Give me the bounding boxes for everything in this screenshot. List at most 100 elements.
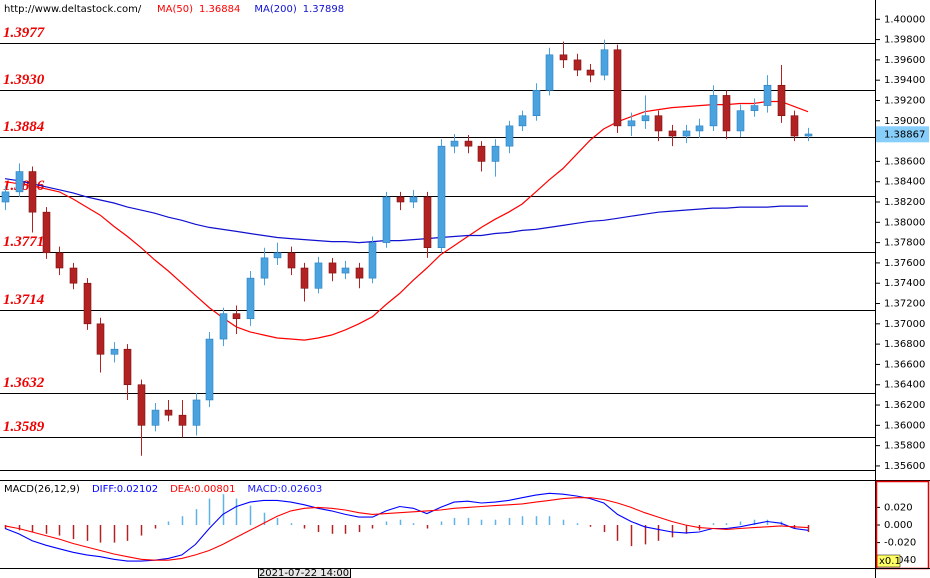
source-url: http://www.deltastock.com/ bbox=[4, 4, 142, 15]
legend-value: 0.02102 bbox=[117, 484, 158, 495]
candle-body bbox=[192, 399, 201, 426]
y-tick-label: 1.38400 bbox=[884, 177, 925, 188]
last-price-label: 1.38867 bbox=[884, 129, 925, 140]
candle-body bbox=[545, 54, 554, 91]
candle-body bbox=[287, 252, 296, 269]
y-tick-label: 1.40000 bbox=[884, 14, 925, 25]
candle-body bbox=[423, 196, 432, 248]
candle-body bbox=[110, 348, 119, 355]
candle-body bbox=[42, 211, 51, 254]
y-tick-label: 1.38200 bbox=[884, 197, 925, 208]
y-tick-label: 0.020 bbox=[884, 502, 913, 513]
legend-name: DIFF: bbox=[92, 484, 117, 495]
candle-body bbox=[409, 196, 418, 203]
candle-body bbox=[532, 90, 541, 117]
candle-body bbox=[654, 115, 663, 132]
y-tick-label: 1.36600 bbox=[884, 359, 925, 370]
candle-body bbox=[613, 49, 622, 127]
level-label: 1.3632 bbox=[3, 375, 45, 391]
macd-legend: MACD(26,12,9) DIFF:0.02102 DEA:0.00801 MACD… bbox=[4, 484, 322, 495]
macd-line bbox=[4, 492, 809, 562]
candle-body bbox=[763, 84, 772, 106]
last-price-box bbox=[876, 126, 929, 143]
candle-body bbox=[450, 140, 459, 147]
scale-label: x0.1 bbox=[879, 556, 901, 567]
y-tick-label: 1.39800 bbox=[884, 35, 925, 46]
candle-body bbox=[709, 95, 718, 127]
cursor-date: 2021-07-22 14:00 bbox=[259, 568, 349, 578]
candle-body bbox=[232, 313, 241, 320]
candle-body bbox=[246, 277, 255, 320]
moving-average bbox=[4, 178, 808, 244]
candle-body bbox=[219, 313, 228, 340]
level-label: 1.3930 bbox=[3, 72, 45, 88]
price-panel: 1.40000 1.39800 1.39600 1.39400 1.39200 1.390… bbox=[0, 4, 929, 472]
y-tick-label: 1.39400 bbox=[884, 75, 925, 86]
y-tick-label: 1.39000 bbox=[884, 116, 925, 127]
y-tick-label: 1.36800 bbox=[884, 339, 925, 350]
y-tick-label: 1.37600 bbox=[884, 258, 925, 269]
candle-body bbox=[668, 130, 677, 137]
candle-body bbox=[437, 145, 446, 248]
legend-value: 0.02603 bbox=[281, 484, 322, 495]
y-tick-label: 1.39200 bbox=[884, 95, 925, 106]
candle-body bbox=[137, 384, 146, 426]
candle-body bbox=[178, 414, 187, 426]
legend-value: 1.37898 bbox=[303, 4, 344, 15]
candle-body bbox=[300, 267, 309, 289]
candle-body bbox=[164, 409, 173, 416]
y-tick-label: 1.37400 bbox=[884, 278, 925, 289]
y-tick-label: 1.36200 bbox=[884, 400, 925, 411]
y-tick-label: 1.39600 bbox=[884, 55, 925, 66]
candle-body bbox=[464, 140, 473, 147]
y-tick-label: 0.000 bbox=[884, 520, 913, 531]
y-tick-label: 1.38000 bbox=[884, 217, 925, 228]
y-tick-label: 1.36000 bbox=[884, 420, 925, 431]
candle-body bbox=[205, 338, 214, 401]
candle-body bbox=[260, 257, 269, 279]
candle-body bbox=[477, 145, 486, 162]
candle-body bbox=[55, 252, 64, 269]
candle-body bbox=[396, 196, 405, 203]
ma-legend: MA(50) 1.36884 MA(200) 1.37898 bbox=[157, 4, 344, 15]
legend-value: 1.36884 bbox=[199, 4, 240, 15]
y-tick-label: 1.38600 bbox=[884, 156, 925, 167]
candle-body bbox=[600, 49, 609, 76]
legend-value: 0.00801 bbox=[194, 484, 235, 495]
candle-body bbox=[518, 115, 527, 127]
candle-body bbox=[641, 115, 650, 122]
candle-body bbox=[804, 133, 813, 137]
candle-body bbox=[559, 54, 568, 61]
legend-name: MA(200) bbox=[254, 4, 296, 15]
candle-body bbox=[573, 59, 582, 71]
candle-body bbox=[1, 191, 10, 203]
candle-body bbox=[790, 115, 799, 137]
candle-body bbox=[722, 95, 731, 132]
legend-name: MA(50) bbox=[157, 4, 193, 15]
candle-body bbox=[682, 130, 691, 137]
macd-panel: 0.0200.000-0.020-0.040MACD(26,12,9)DIFF:… bbox=[4, 484, 916, 568]
candle-body bbox=[777, 84, 786, 117]
candle-body bbox=[151, 409, 160, 426]
candle-body bbox=[83, 282, 92, 325]
candle-body bbox=[328, 262, 337, 274]
candle-body bbox=[736, 110, 745, 132]
level-label: 1.3589 bbox=[3, 419, 45, 435]
candle-body bbox=[314, 262, 323, 289]
moving-average bbox=[4, 100, 809, 341]
y-tick-label: 1.37800 bbox=[884, 238, 925, 249]
y-tick-label: 1.35600 bbox=[884, 461, 925, 472]
level-label: 1.3884 bbox=[3, 119, 45, 135]
candle-body bbox=[96, 323, 105, 355]
level-label: 1.3714 bbox=[3, 292, 45, 308]
candle-body bbox=[491, 145, 500, 162]
indicator-title: MACD(26,12,9) bbox=[4, 484, 80, 495]
y-tick-label: 1.36400 bbox=[884, 380, 925, 391]
candle-body bbox=[382, 196, 391, 243]
level-label: 1.3771 bbox=[3, 234, 44, 250]
candle-body bbox=[15, 171, 24, 193]
candle-body bbox=[355, 267, 364, 279]
level-label: 1.3977 bbox=[3, 25, 45, 41]
